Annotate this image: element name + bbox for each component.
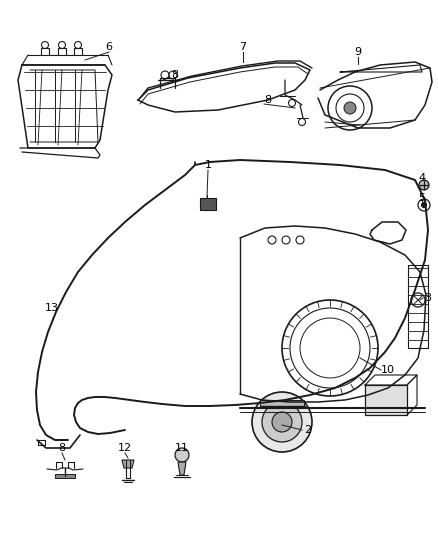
Text: 3: 3 (424, 293, 431, 303)
Circle shape (175, 448, 189, 462)
Text: 12: 12 (118, 443, 132, 453)
Text: 8: 8 (265, 95, 272, 105)
Text: 11: 11 (175, 443, 189, 453)
Text: 4: 4 (418, 173, 426, 183)
Text: 13: 13 (45, 303, 59, 313)
Text: 6: 6 (106, 42, 113, 52)
Circle shape (272, 412, 292, 432)
Text: 10: 10 (381, 365, 395, 375)
Text: 9: 9 (354, 47, 361, 57)
Polygon shape (178, 462, 186, 475)
Circle shape (344, 102, 356, 114)
Bar (365, 385, 407, 415)
Bar (55, 474, 75, 478)
Text: 2: 2 (304, 425, 311, 435)
Polygon shape (122, 460, 134, 468)
Circle shape (262, 402, 302, 442)
Circle shape (252, 392, 312, 452)
Text: 8: 8 (171, 70, 179, 80)
Text: 5: 5 (418, 193, 425, 203)
Bar (200, 198, 216, 210)
Bar (260, 400, 304, 406)
Text: 7: 7 (240, 42, 247, 52)
Text: 8: 8 (58, 443, 66, 453)
Circle shape (421, 203, 427, 207)
Text: 1: 1 (205, 160, 212, 170)
Circle shape (419, 180, 429, 190)
